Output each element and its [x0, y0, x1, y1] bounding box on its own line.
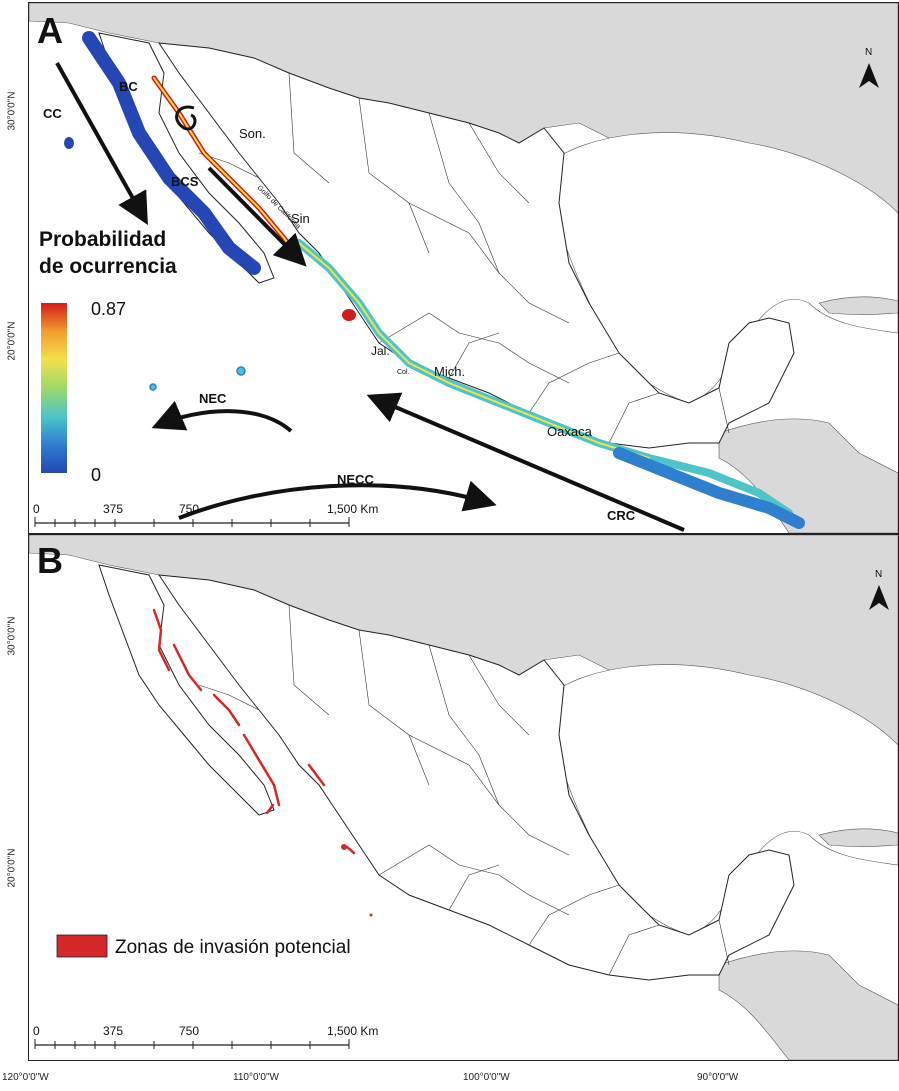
state-label-col: Col.	[397, 369, 410, 376]
scale-tick-label: 1,500 Km	[327, 502, 378, 516]
current-label-crc: CRC	[607, 508, 636, 523]
scale-tick-label: 375	[103, 502, 123, 516]
invasion-patch	[341, 844, 347, 850]
panel-b-svg: N B Zonas de invasión potencial 0	[29, 535, 898, 1060]
current-label-cc: CC	[43, 106, 62, 121]
scale-tick-label: 375	[103, 1024, 123, 1038]
lat-label: 30°0'0"N	[6, 91, 18, 131]
scale-tick-label: 0	[33, 1024, 40, 1038]
state-label-oaxaca: Oaxaca	[547, 424, 593, 439]
scale-tick-label: 0	[33, 502, 40, 516]
cuba-land	[818, 296, 898, 315]
lat-label: 20°0'0"N	[6, 848, 18, 888]
legend-label: Zonas de invasión potencial	[115, 937, 351, 958]
state-borders	[198, 72, 730, 444]
legend-min-label: 0	[91, 465, 101, 485]
lon-label: 110°0'0"W	[233, 1072, 279, 1083]
lon-label: 100°0'0"W	[463, 1072, 510, 1083]
scale-bar: 0 375 750 1,500 Km	[33, 1024, 378, 1049]
invasion-patch	[369, 913, 373, 917]
state-borders	[198, 604, 730, 976]
scale-bar: 0 375 750 1,500 Km	[33, 502, 378, 527]
state-label-mich: Mich.	[434, 364, 465, 379]
state-label-bcs: BCS	[171, 174, 199, 189]
scale-tick-label: 750	[179, 502, 199, 516]
panel-letter: B	[37, 540, 63, 581]
panel-a-svg: N A BC Son. BCS Sin Jal. Col. Mich. Oaxa…	[29, 3, 898, 533]
panel-a-map: N A BC Son. BCS Sin Jal. Col. Mich. Oaxa…	[28, 2, 899, 534]
legend-max-label: 0.87	[91, 299, 126, 319]
current-label-necc: NECC	[337, 472, 374, 487]
north-arrow: N	[859, 47, 879, 88]
state-label-sin: Sin	[291, 211, 310, 226]
lat-label: 30°0'0"N	[6, 616, 18, 656]
state-label-jal: Jal.	[371, 344, 390, 358]
panel-letter: A	[37, 10, 63, 51]
current-label-nec: NEC	[199, 391, 227, 406]
invasion-zones	[152, 608, 356, 855]
central-america-land	[718, 418, 898, 533]
lon-label: 90°0'0"W	[697, 1072, 739, 1083]
island-patch	[236, 366, 246, 376]
north-arrow: N	[869, 569, 889, 610]
legend-title-line1: Probabilidad	[39, 228, 166, 251]
lat-label: 20°0'0"N	[6, 321, 18, 361]
eddy-arrow	[175, 105, 197, 131]
state-label-bc: BC	[119, 79, 138, 94]
scale-tick-label: 750	[179, 1024, 199, 1038]
island-patch	[342, 309, 356, 321]
legend-title-line2: de ocurrencia	[39, 255, 177, 278]
island-patch	[149, 383, 157, 391]
panel-b-map: N B Zonas de invasión potencial 0	[28, 534, 899, 1061]
state-label-son: Son.	[239, 126, 266, 141]
lon-label: 120°0'0"W	[2, 1072, 49, 1083]
current-arrows	[55, 62, 685, 532]
central-america-land	[718, 950, 898, 1060]
legend-colorbar	[41, 303, 67, 473]
island-patch	[64, 137, 74, 149]
scale-tick-label: 1,500 Km	[327, 1024, 378, 1038]
cuba-land	[818, 828, 898, 847]
north-label: N	[865, 47, 872, 58]
north-label: N	[875, 569, 882, 580]
legend-swatch	[56, 934, 108, 958]
